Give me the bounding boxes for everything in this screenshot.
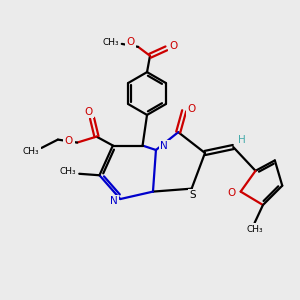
Text: O: O [188, 104, 196, 114]
Text: CH₃: CH₃ [23, 147, 39, 156]
Text: O: O [228, 188, 236, 198]
Text: S: S [190, 190, 196, 200]
Text: O: O [84, 107, 93, 117]
Text: H: H [238, 135, 245, 145]
Text: CH₃: CH₃ [247, 225, 263, 234]
Text: CH₃: CH₃ [60, 167, 76, 176]
Text: O: O [127, 38, 135, 47]
Text: O: O [65, 136, 73, 146]
Text: N: N [160, 141, 168, 152]
Text: N: N [110, 196, 118, 206]
Text: O: O [170, 41, 178, 51]
Text: CH₃: CH₃ [102, 38, 119, 47]
